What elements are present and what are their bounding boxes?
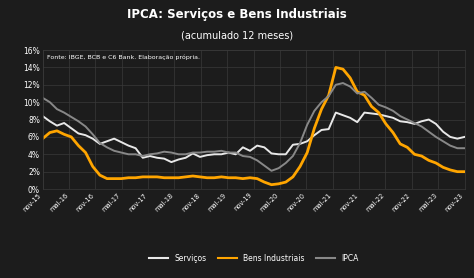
- Text: (acumulado 12 meses): (acumulado 12 meses): [181, 31, 293, 41]
- Serviços: [169, 160, 174, 164]
- IPCA: [183, 153, 189, 156]
- Bens Industriais: [147, 175, 153, 178]
- IPCA: [161, 150, 167, 153]
- Bens Industriais: [111, 177, 117, 180]
- Serviços: [462, 135, 467, 139]
- Bens Industriais: [333, 66, 338, 69]
- IPCA: [111, 149, 117, 152]
- Serviços: [147, 154, 153, 158]
- Serviços: [311, 133, 317, 137]
- Serviços: [183, 156, 189, 160]
- Text: Fonte: IBGE, BCB e C6 Bank. Elaboração própria.: Fonte: IBGE, BCB e C6 Bank. Elaboração p…: [47, 54, 200, 60]
- IPCA: [40, 96, 46, 100]
- Bens Industriais: [183, 175, 189, 178]
- Line: IPCA: IPCA: [43, 83, 465, 171]
- Serviços: [111, 137, 117, 140]
- Line: Bens Industriais: Bens Industriais: [43, 68, 465, 185]
- IPCA: [311, 109, 317, 113]
- Bens Industriais: [311, 126, 317, 130]
- IPCA: [462, 147, 467, 150]
- Legend: Serviços, Bens Industriais, IPCA: Serviços, Bens Industriais, IPCA: [146, 251, 361, 266]
- IPCA: [340, 81, 346, 85]
- Line: Serviços: Serviços: [43, 113, 465, 162]
- Serviços: [161, 157, 167, 160]
- Bens Industriais: [176, 176, 182, 179]
- IPCA: [147, 153, 153, 156]
- Text: IPCA: Serviços e Bens Industriais: IPCA: Serviços e Bens Industriais: [127, 8, 347, 21]
- Bens Industriais: [269, 183, 274, 186]
- Bens Industriais: [462, 170, 467, 173]
- Bens Industriais: [161, 176, 167, 179]
- Bens Industriais: [40, 137, 46, 140]
- IPCA: [176, 153, 182, 156]
- IPCA: [269, 169, 274, 172]
- Serviços: [190, 152, 196, 155]
- Serviços: [333, 111, 338, 114]
- Serviços: [40, 115, 46, 118]
